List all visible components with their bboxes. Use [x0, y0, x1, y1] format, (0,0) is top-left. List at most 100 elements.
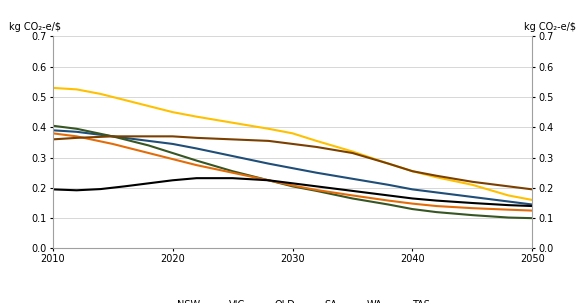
WA — [289, 142, 296, 146]
WA — [265, 139, 272, 143]
SA — [349, 194, 356, 197]
WA — [169, 135, 176, 138]
QLD — [121, 98, 128, 102]
QLD — [529, 198, 536, 202]
WA — [469, 180, 476, 184]
SA — [313, 188, 320, 192]
NSW — [109, 135, 116, 138]
VIC — [529, 216, 536, 220]
SA — [265, 178, 272, 182]
Line: TAS: TAS — [53, 178, 532, 206]
Legend: NSW, VIC, QLD, SA, WA, TAS: NSW, VIC, QLD, SA, WA, TAS — [152, 296, 433, 303]
QLD — [349, 150, 356, 153]
WA — [49, 138, 56, 141]
TAS — [97, 187, 104, 191]
VIC — [73, 127, 80, 131]
NSW — [433, 191, 440, 194]
QLD — [193, 115, 200, 118]
VIC — [349, 197, 356, 200]
QLD — [49, 86, 56, 90]
SA — [505, 208, 512, 211]
VIC — [49, 124, 56, 128]
VIC — [169, 151, 176, 155]
WA — [349, 151, 356, 155]
WA — [193, 136, 200, 140]
NSW — [229, 154, 236, 158]
QLD — [229, 121, 236, 125]
TAS — [49, 188, 56, 191]
QLD — [289, 132, 296, 135]
SA — [409, 202, 416, 205]
Line: NSW: NSW — [53, 130, 532, 205]
QLD — [145, 104, 152, 108]
SA — [469, 206, 476, 210]
WA — [433, 174, 440, 178]
WA — [109, 135, 116, 138]
TAS — [289, 181, 296, 185]
Line: QLD: QLD — [53, 88, 532, 200]
VIC — [385, 203, 392, 206]
TAS — [121, 185, 128, 188]
Text: kg CO₂-e/$: kg CO₂-e/$ — [524, 22, 576, 32]
QLD — [169, 110, 176, 114]
NSW — [349, 177, 356, 181]
WA — [73, 136, 80, 140]
NSW — [145, 139, 152, 143]
SA — [73, 135, 80, 138]
Line: VIC: VIC — [53, 126, 532, 218]
VIC — [265, 178, 272, 182]
NSW — [409, 188, 416, 191]
Text: kg CO₂-e/$: kg CO₂-e/$ — [9, 22, 61, 32]
NSW — [193, 147, 200, 150]
SA — [529, 209, 536, 212]
WA — [529, 188, 536, 191]
TAS — [169, 178, 176, 182]
TAS — [145, 181, 152, 185]
TAS — [505, 203, 512, 207]
TAS — [313, 185, 320, 188]
VIC — [145, 144, 152, 147]
VIC — [229, 169, 236, 173]
VIC — [469, 213, 476, 217]
QLD — [505, 194, 512, 197]
NSW — [73, 130, 80, 134]
TAS — [433, 199, 440, 202]
Line: SA: SA — [53, 133, 532, 211]
VIC — [409, 207, 416, 211]
NSW — [289, 166, 296, 170]
Line: WA: WA — [53, 136, 532, 189]
QLD — [265, 127, 272, 131]
TAS — [349, 189, 356, 193]
SA — [289, 184, 296, 187]
QLD — [73, 88, 80, 91]
NSW — [529, 203, 536, 206]
SA — [169, 157, 176, 161]
SA — [229, 171, 236, 175]
QLD — [433, 175, 440, 179]
SA — [145, 151, 152, 155]
SA — [49, 132, 56, 135]
NSW — [169, 142, 176, 146]
VIC — [109, 135, 116, 138]
VIC — [289, 185, 296, 188]
VIC — [433, 210, 440, 214]
VIC — [193, 159, 200, 162]
QLD — [313, 139, 320, 143]
TAS — [73, 188, 80, 192]
NSW — [49, 128, 56, 132]
NSW — [265, 162, 272, 165]
WA — [505, 185, 512, 188]
TAS — [385, 194, 392, 197]
SA — [433, 204, 440, 208]
TAS — [469, 201, 476, 205]
WA — [409, 169, 416, 173]
SA — [385, 199, 392, 202]
SA — [109, 142, 116, 146]
NSW — [505, 200, 512, 203]
QLD — [385, 162, 392, 165]
QLD — [97, 92, 104, 96]
WA — [229, 138, 236, 141]
WA — [313, 145, 320, 149]
QLD — [409, 169, 416, 173]
SA — [193, 163, 200, 167]
